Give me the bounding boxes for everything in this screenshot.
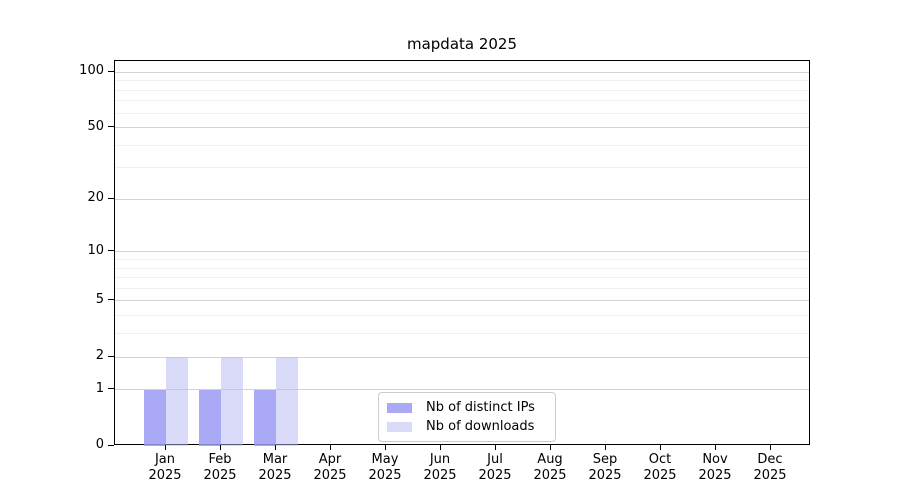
- chart-title: mapdata 2025: [406, 35, 518, 53]
- x-tick-mark: [330, 445, 331, 450]
- y-tick-label: 10: [87, 242, 104, 258]
- legend-swatch-downloads-icon: [387, 421, 412, 432]
- x-tick-label-nov: Nov 2025: [698, 452, 732, 483]
- bar-nb-of-distinct-ips-feb: [199, 389, 221, 446]
- major-gridline: [115, 71, 809, 73]
- y-tick-label: 20: [87, 190, 104, 206]
- y-tick-mark: [108, 70, 114, 72]
- x-tick-label-mar: Mar 2025: [258, 452, 292, 483]
- legend-label-distinct-ips: Nb of distinct IPs: [426, 400, 535, 415]
- minor-gridline: [115, 315, 809, 317]
- minor-gridline: [115, 333, 809, 335]
- x-tick-mark: [165, 445, 166, 450]
- y-tick-mark: [108, 250, 114, 252]
- x-tick-label-aug: Aug 2025: [533, 452, 567, 483]
- plot-area: [114, 60, 810, 446]
- y-tick-label: 5: [95, 291, 104, 307]
- x-tick-label-sep: Sep 2025: [588, 452, 622, 483]
- y-tick-mark: [108, 355, 114, 357]
- minor-gridline: [115, 167, 809, 169]
- x-tick-label-oct: Oct 2025: [643, 452, 677, 483]
- y-tick-mark: [108, 299, 114, 301]
- x-tick-mark: [220, 445, 221, 450]
- bar-nb-of-downloads-feb: [221, 357, 243, 446]
- x-tick-label-jun: Jun 2025: [423, 452, 457, 483]
- y-tick-label: 2: [95, 348, 104, 364]
- x-tick-mark: [660, 445, 661, 450]
- minor-gridline: [115, 100, 809, 102]
- x-tick-label-jan: Jan 2025: [148, 452, 182, 483]
- x-tick-mark: [495, 445, 496, 450]
- y-tick-label: 100: [79, 63, 104, 79]
- major-gridline: [115, 127, 809, 129]
- x-tick-label-may: May 2025: [368, 452, 402, 483]
- bar-nb-of-distinct-ips-mar: [254, 389, 276, 446]
- major-gridline: [115, 300, 809, 302]
- x-tick-label-feb: Feb 2025: [203, 452, 237, 483]
- minor-gridline: [115, 80, 809, 82]
- minor-gridline: [115, 89, 809, 91]
- legend-item-distinct-ips: Nb of distinct IPs: [387, 398, 547, 417]
- minor-gridline: [115, 287, 809, 289]
- x-tick-mark: [275, 445, 276, 450]
- y-tick-mark: [108, 126, 114, 128]
- legend-swatch-distinct-ips-icon: [387, 402, 412, 413]
- x-tick-mark: [440, 445, 441, 450]
- y-tick-label: 50: [87, 118, 104, 134]
- major-gridline: [115, 251, 809, 253]
- x-tick-mark: [715, 445, 716, 450]
- x-tick-mark: [605, 445, 606, 450]
- y-tick-label: 0: [95, 437, 104, 452]
- minor-gridline: [115, 144, 809, 146]
- bar-nb-of-distinct-ips-jan: [144, 389, 166, 446]
- x-tick-label-apr: Apr 2025: [313, 452, 347, 483]
- y-tick-label: 1: [95, 380, 104, 396]
- minor-gridline: [115, 112, 809, 114]
- x-tick-mark: [550, 445, 551, 450]
- legend-item-downloads: Nb of downloads: [387, 417, 547, 436]
- y-tick-mark: [108, 388, 114, 390]
- minor-gridline: [115, 277, 809, 279]
- bar-nb-of-downloads-jan: [166, 357, 188, 446]
- major-gridline: [115, 389, 809, 391]
- x-tick-mark: [770, 445, 771, 450]
- x-tick-mark: [385, 445, 386, 450]
- minor-gridline: [115, 259, 809, 260]
- major-gridline: [115, 198, 809, 200]
- bar-nb-of-downloads-mar: [276, 357, 298, 446]
- legend: Nb of distinct IPs Nb of downloads: [378, 392, 556, 442]
- y-tick-mark: [108, 444, 114, 446]
- x-tick-label-dec: Dec 2025: [753, 452, 787, 483]
- minor-gridline: [115, 267, 809, 269]
- major-gridline: [115, 356, 809, 358]
- y-tick-mark: [108, 197, 114, 199]
- x-tick-label-jul: Jul 2025: [478, 452, 512, 483]
- legend-label-downloads: Nb of downloads: [426, 419, 535, 434]
